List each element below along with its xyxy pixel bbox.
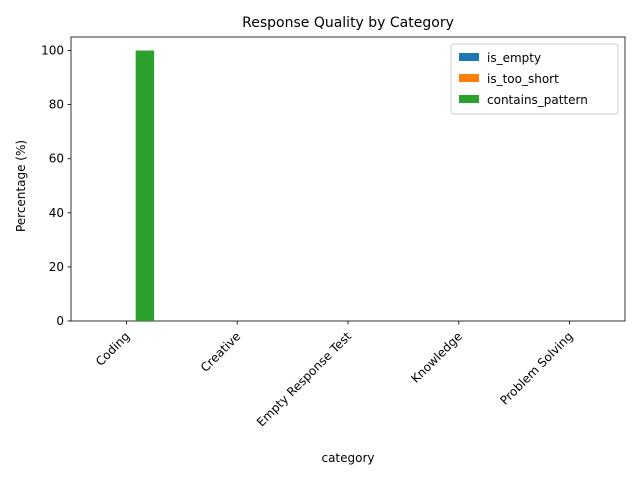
y-tick-label: 100 (41, 44, 64, 58)
x-tick-label: Creative (198, 329, 243, 374)
chart-title: Response Quality by Category (242, 15, 454, 31)
legend: is_empty is_too_short contains_pattern (450, 43, 619, 115)
legend-box (450, 43, 619, 115)
y-tick-label: 40 (49, 206, 64, 220)
bar-contains_pattern-0 (135, 50, 155, 322)
legend-swatch-contains_pattern (459, 95, 479, 103)
x-axis-label: category (321, 451, 374, 465)
y-tick-label: 60 (49, 152, 64, 166)
x-tick-label: Problem Solving (497, 329, 575, 407)
x-axis: Coding Creative Empty Response Test Knowled… (93, 321, 576, 429)
y-tick-label: 0 (56, 314, 64, 328)
legend-swatch-is_too_short (459, 74, 479, 82)
legend-label-contains_pattern: contains_pattern (487, 93, 588, 107)
y-tick-label: 20 (49, 260, 64, 274)
x-tick-label: Knowledge (408, 329, 465, 386)
legend-swatch-is_empty (459, 53, 479, 61)
bars (135, 50, 155, 322)
legend-label-is_empty: is_empty (487, 51, 541, 65)
legend-label-is_too_short: is_too_short (487, 72, 559, 86)
y-axis: 0 20 40 60 80 100 (41, 44, 71, 328)
y-tick-label: 80 (49, 98, 64, 112)
x-tick-label: Empty Response Test (254, 329, 354, 429)
y-axis-label: Percentage (%) (14, 140, 28, 232)
x-tick-label: Coding (93, 329, 133, 369)
